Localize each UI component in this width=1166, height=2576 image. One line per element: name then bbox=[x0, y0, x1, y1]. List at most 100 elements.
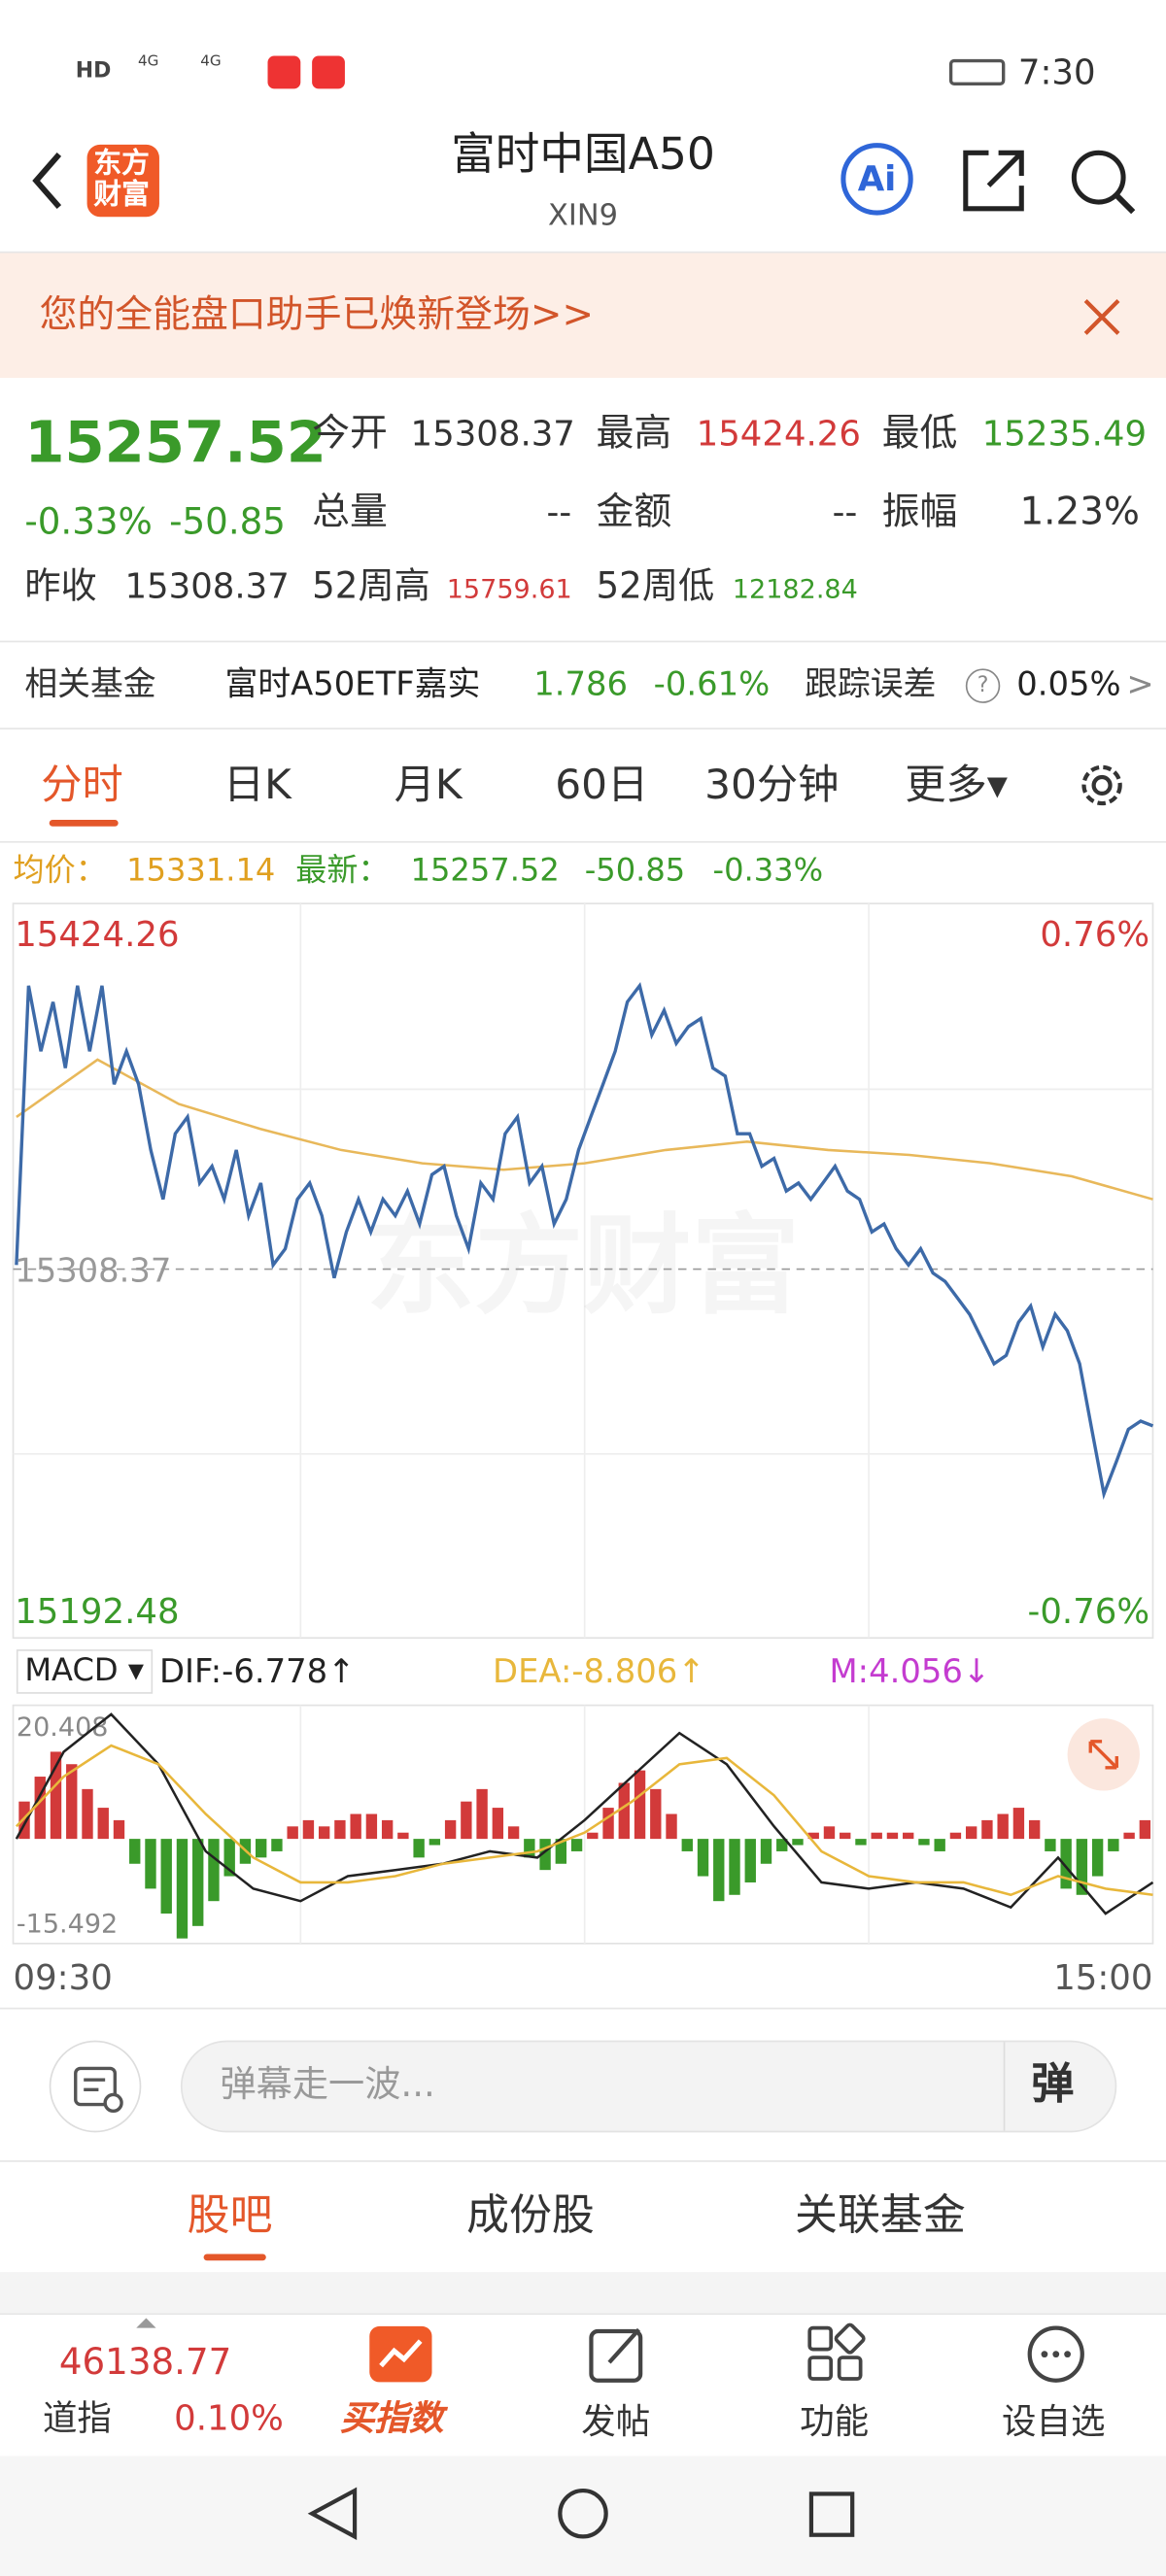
macd-bar bbox=[871, 1832, 882, 1840]
legend-label: 最新： bbox=[295, 852, 390, 890]
tab[interactable]: 月K bbox=[394, 761, 463, 809]
macd-bar bbox=[602, 1808, 614, 1840]
recent-key[interactable] bbox=[808, 2491, 855, 2537]
macd-bar bbox=[807, 1832, 819, 1840]
tab[interactable]: 更多▾ bbox=[905, 761, 1009, 809]
more-arrow[interactable]: > bbox=[1126, 663, 1154, 703]
fund-name[interactable]: 富时A50ETF嘉实 bbox=[224, 663, 481, 703]
macd-bar bbox=[66, 1764, 78, 1840]
y2-tick-label: 0.76% bbox=[1040, 915, 1149, 955]
macd-bar bbox=[413, 1839, 425, 1858]
macd-bar bbox=[903, 1832, 914, 1840]
net-icon: 4G bbox=[137, 53, 159, 71]
home-key[interactable] bbox=[558, 2488, 608, 2539]
danmu-placeholder[interactable]: 弹幕走一波... bbox=[220, 2064, 435, 2107]
macd-bar bbox=[287, 1826, 298, 1840]
close-button[interactable] bbox=[1080, 295, 1123, 338]
macd-bar bbox=[271, 1839, 283, 1851]
y-tick-label: -15.492 bbox=[17, 1910, 118, 1940]
legend-value: 15331.14 bbox=[126, 852, 276, 890]
code: XIN9 bbox=[548, 198, 618, 234]
macd-bar bbox=[1028, 1819, 1041, 1840]
danmu-icon bbox=[74, 2066, 123, 2114]
macd-bar bbox=[350, 1813, 361, 1840]
banner[interactable] bbox=[0, 253, 1166, 379]
nav-item[interactable]: 发帖 bbox=[581, 2401, 651, 2442]
field-label: 最低 bbox=[881, 412, 958, 456]
post-icon[interactable] bbox=[586, 2323, 648, 2386]
banner-text[interactable]: 您的全能盘口助手已焕新登场>> bbox=[39, 293, 595, 337]
tab[interactable]: 日K bbox=[223, 761, 292, 809]
tab[interactable]: 60日 bbox=[555, 761, 649, 809]
sub-tab[interactable]: 关联基金 bbox=[795, 2191, 966, 2241]
divider bbox=[0, 728, 1166, 729]
macd-bar bbox=[476, 1788, 488, 1840]
search-button[interactable] bbox=[1068, 147, 1140, 219]
index-value[interactable]: 46138.77 bbox=[58, 2342, 232, 2385]
tracking-value: 0.05% bbox=[1016, 663, 1121, 703]
change-pct: -0.33% bbox=[24, 502, 153, 544]
indicator-select[interactable]: MACD ▾ bbox=[16, 1649, 153, 1694]
macd-bar bbox=[823, 1826, 836, 1840]
back-button[interactable] bbox=[23, 148, 73, 214]
battery bbox=[948, 58, 1006, 85]
macd-bar bbox=[681, 1839, 693, 1851]
ai-button[interactable]: Ai bbox=[840, 143, 913, 216]
field-label: 昨收 bbox=[24, 566, 97, 608]
tab[interactable]: 分时 bbox=[41, 761, 123, 809]
divider bbox=[0, 251, 1166, 254]
change: -50.85 bbox=[169, 502, 286, 544]
logo-text: 东方 bbox=[93, 148, 150, 182]
nav-item[interactable]: 功能 bbox=[800, 2401, 870, 2442]
tab[interactable]: 30分钟 bbox=[704, 761, 840, 809]
ai-text: Ai bbox=[857, 159, 897, 199]
macd-bar bbox=[461, 1801, 472, 1840]
settings-button[interactable] bbox=[1074, 758, 1129, 814]
macd-frame bbox=[12, 1704, 1154, 1945]
macd-bar bbox=[334, 1819, 346, 1840]
field-label: 最高 bbox=[596, 412, 672, 456]
danmu-settings[interactable] bbox=[49, 2040, 142, 2133]
danmu-input[interactable] bbox=[180, 2040, 1117, 2133]
expand-button[interactable] bbox=[1067, 1718, 1140, 1791]
divider bbox=[0, 2160, 1166, 2162]
fund-label: 相关基金 bbox=[24, 663, 156, 703]
share-button[interactable] bbox=[959, 147, 1028, 216]
index-pct[interactable]: 0.10% bbox=[174, 2398, 284, 2438]
sub-tab[interactable]: 股吧 bbox=[187, 2191, 273, 2241]
logo-text: 财富 bbox=[93, 179, 150, 213]
macd-bar bbox=[129, 1839, 141, 1864]
back-key[interactable] bbox=[307, 2487, 358, 2540]
legend-value: -50.85 bbox=[584, 852, 686, 890]
macd-bar bbox=[18, 1801, 30, 1840]
nav-item[interactable]: 设自选 bbox=[1001, 2401, 1106, 2442]
buy-icon[interactable] bbox=[369, 2325, 432, 2383]
sub-tab[interactable]: 成份股 bbox=[466, 2191, 595, 2241]
macd-bar bbox=[176, 1839, 189, 1939]
macd-bar bbox=[82, 1788, 93, 1840]
help-icon[interactable]: ? bbox=[965, 668, 1001, 703]
macd-bar bbox=[429, 1839, 441, 1846]
macd-bar bbox=[113, 1819, 125, 1840]
macd-bar bbox=[744, 1839, 756, 1882]
danmu-button[interactable]: 弹 bbox=[1031, 2059, 1075, 2110]
macd-bar bbox=[697, 1839, 709, 1877]
function-icon[interactable] bbox=[805, 2322, 867, 2386]
macd-bar bbox=[792, 1839, 804, 1846]
macd-bar bbox=[965, 1826, 977, 1840]
macd-bar bbox=[650, 1788, 662, 1840]
system-nav bbox=[0, 2456, 1166, 2576]
divider bbox=[1003, 2042, 1006, 2131]
index-name[interactable]: 道指 bbox=[42, 2398, 112, 2438]
legend-value: -0.33% bbox=[712, 852, 824, 890]
macd-bar bbox=[634, 1770, 646, 1840]
macd-bar bbox=[97, 1808, 109, 1840]
macd-bar bbox=[1139, 1819, 1151, 1840]
legend-value: 15257.52 bbox=[410, 852, 560, 890]
watchlist-icon[interactable] bbox=[1025, 2323, 1087, 2386]
nav-item[interactable]: 买指数 bbox=[339, 2398, 444, 2438]
bottom-nav bbox=[0, 2313, 1166, 2457]
macd-bar bbox=[997, 1813, 1009, 1840]
